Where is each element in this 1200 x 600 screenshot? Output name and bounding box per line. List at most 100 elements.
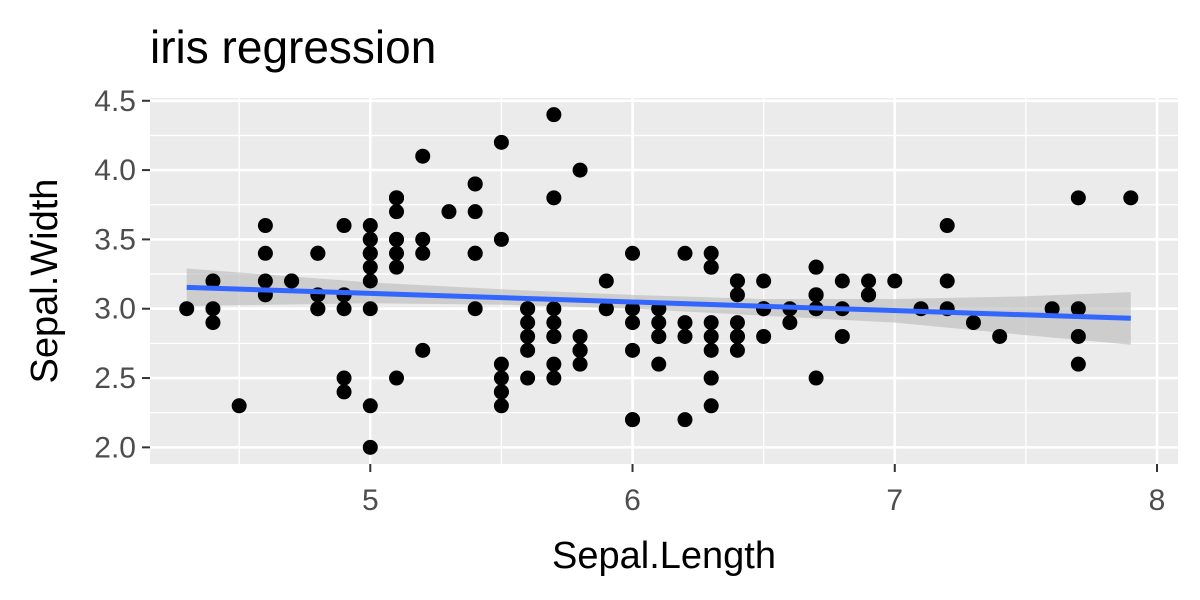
data-point <box>546 107 562 123</box>
data-point <box>389 370 405 386</box>
data-point <box>808 287 824 303</box>
data-point <box>598 273 614 289</box>
data-point <box>336 384 352 400</box>
data-point <box>310 301 326 317</box>
data-point <box>257 273 273 289</box>
data-point <box>284 273 300 289</box>
y-tick-label: 3.0 <box>94 293 136 326</box>
data-point <box>493 370 509 386</box>
data-point <box>1070 356 1086 372</box>
data-point <box>362 273 378 289</box>
data-point <box>467 245 483 261</box>
data-point <box>257 218 273 234</box>
data-point <box>257 245 273 261</box>
data-point <box>651 328 667 344</box>
y-tick-label: 4.5 <box>94 85 136 118</box>
data-point <box>703 398 719 414</box>
data-point <box>362 231 378 247</box>
data-point <box>362 245 378 261</box>
data-point <box>939 218 955 234</box>
data-point <box>362 218 378 234</box>
x-axis: 5 6 7 8 <box>362 464 1165 517</box>
data-point <box>651 315 667 331</box>
data-point <box>493 398 509 414</box>
data-point <box>179 301 195 317</box>
data-point <box>493 356 509 372</box>
data-point <box>389 259 405 275</box>
data-point <box>441 204 457 220</box>
data-point <box>572 342 588 358</box>
x-tick-label: 5 <box>362 484 379 517</box>
data-point <box>834 328 850 344</box>
data-point <box>493 134 509 150</box>
data-point <box>389 204 405 220</box>
data-point <box>520 342 536 358</box>
data-point <box>546 190 562 206</box>
data-point <box>808 370 824 386</box>
data-point <box>703 370 719 386</box>
data-point <box>625 301 641 317</box>
data-point <box>572 328 588 344</box>
data-point <box>703 245 719 261</box>
data-point <box>389 245 405 261</box>
data-point <box>415 245 431 261</box>
data-point <box>205 273 221 289</box>
data-point <box>861 273 877 289</box>
data-point <box>625 315 641 331</box>
x-tick-label: 6 <box>624 484 641 517</box>
data-point <box>231 398 247 414</box>
data-point <box>625 412 641 428</box>
data-point <box>467 204 483 220</box>
data-point <box>205 301 221 317</box>
data-point <box>389 190 405 206</box>
data-point <box>729 315 745 331</box>
data-point <box>493 384 509 400</box>
data-point <box>415 342 431 358</box>
data-point <box>467 301 483 317</box>
x-axis-title: Sepal.Length <box>552 535 776 577</box>
data-point <box>625 245 641 261</box>
data-point <box>520 315 536 331</box>
data-point <box>677 315 693 331</box>
data-point <box>415 148 431 164</box>
data-point <box>625 342 641 358</box>
chart-title: iris regression <box>150 21 436 73</box>
y-tick-label: 3.5 <box>94 223 136 256</box>
data-point <box>677 245 693 261</box>
data-point <box>808 259 824 275</box>
data-point <box>1070 328 1086 344</box>
data-point <box>729 287 745 303</box>
data-point <box>546 328 562 344</box>
data-point <box>362 259 378 275</box>
data-point <box>520 328 536 344</box>
data-point <box>205 315 221 331</box>
data-point <box>729 273 745 289</box>
data-point <box>546 356 562 372</box>
y-tick-label: 2.5 <box>94 362 136 395</box>
data-point <box>520 370 536 386</box>
data-point <box>415 231 431 247</box>
data-point <box>861 287 877 303</box>
data-point <box>1044 301 1060 317</box>
data-point <box>703 342 719 358</box>
data-point <box>389 231 405 247</box>
data-point <box>572 356 588 372</box>
data-point <box>756 328 772 344</box>
data-point <box>493 231 509 247</box>
data-point <box>467 176 483 192</box>
data-point <box>703 259 719 275</box>
y-tick-label: 2.0 <box>94 431 136 464</box>
data-point <box>546 370 562 386</box>
data-point <box>677 328 693 344</box>
data-point <box>703 328 719 344</box>
data-point <box>1070 301 1086 317</box>
data-point <box>336 301 352 317</box>
data-point <box>756 273 772 289</box>
data-point <box>362 398 378 414</box>
y-tick-label: 4.0 <box>94 154 136 187</box>
data-point <box>729 342 745 358</box>
data-point <box>362 301 378 317</box>
data-point <box>310 245 326 261</box>
data-point <box>546 315 562 331</box>
